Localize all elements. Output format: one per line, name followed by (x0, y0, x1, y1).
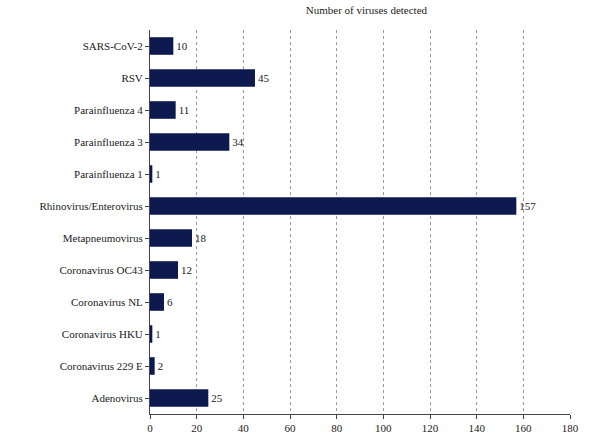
svg-text:1: 1 (155, 328, 161, 340)
svg-text:Adenovirus: Adenovirus (91, 392, 142, 404)
svg-text:Coronavirus HKU: Coronavirus HKU (62, 328, 143, 340)
svg-text:Parainfluenza 1: Parainfluenza 1 (74, 168, 143, 180)
svg-text:180: 180 (562, 422, 579, 434)
svg-text:10: 10 (176, 40, 188, 52)
svg-text:160: 160 (515, 422, 532, 434)
svg-text:RSV: RSV (121, 72, 142, 84)
svg-text:12: 12 (181, 264, 192, 276)
svg-text:Parainfluenza 3: Parainfluenza 3 (74, 136, 143, 148)
svg-text:Rhinovirus/Enterovirus: Rhinovirus/Enterovirus (40, 200, 143, 212)
svg-text:Coronavirus OC43: Coronavirus OC43 (59, 264, 143, 276)
svg-text:34: 34 (232, 136, 244, 148)
svg-text:45: 45 (258, 72, 270, 84)
svg-text:Parainfluenza 4: Parainfluenza 4 (74, 104, 143, 116)
svg-text:11: 11 (179, 104, 190, 116)
svg-text:60: 60 (285, 422, 297, 434)
svg-text:SARS-CoV-2: SARS-CoV-2 (83, 40, 143, 52)
svg-text:157: 157 (519, 200, 536, 212)
svg-text:Coronavirus NL: Coronavirus NL (71, 296, 143, 308)
svg-text:120: 120 (422, 422, 439, 434)
svg-text:Metapneumovirus: Metapneumovirus (63, 232, 143, 244)
svg-text:6: 6 (167, 296, 173, 308)
svg-text:0: 0 (147, 422, 153, 434)
svg-text:Number of viruses detected: Number of viruses detected (306, 4, 428, 16)
svg-text:2: 2 (158, 360, 164, 372)
svg-text:Coronavirus 229 E: Coronavirus 229 E (60, 360, 143, 372)
svg-text:40: 40 (238, 422, 250, 434)
svg-text:1: 1 (155, 168, 161, 180)
svg-text:25: 25 (211, 392, 223, 404)
svg-text:100: 100 (375, 422, 392, 434)
svg-text:18: 18 (195, 232, 207, 244)
svg-text:140: 140 (468, 422, 485, 434)
svg-text:20: 20 (191, 422, 203, 434)
svg-text:80: 80 (331, 422, 343, 434)
